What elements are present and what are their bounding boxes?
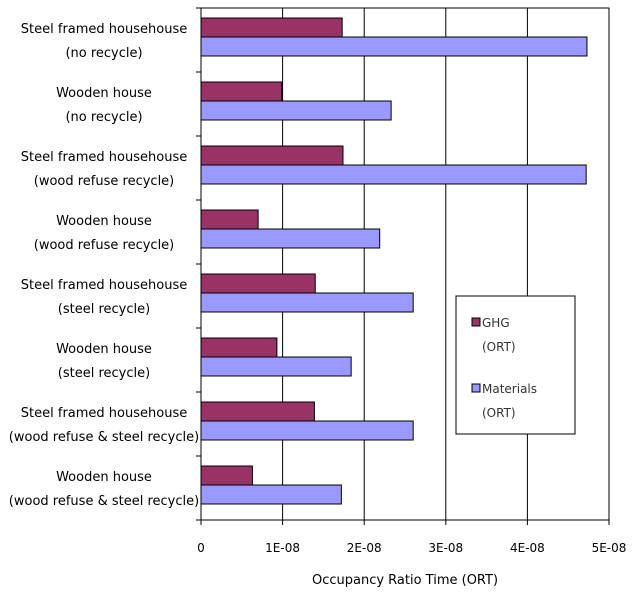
category-label: (wood refuse & steel recycle) (9, 430, 199, 445)
category-label: (steel recycle) (58, 366, 150, 381)
category-label: Wooden house (56, 214, 152, 229)
category-label: Steel framed househouse (21, 406, 187, 421)
category-label: (no recycle) (65, 46, 142, 61)
bar-ghg (200, 17, 343, 38)
legend-swatch (471, 383, 481, 393)
x-axis-ticks: 0 1E-08 2E-08 3E-08 4E-08 5E-08 (196, 7, 627, 555)
x-tick-label: 0 (197, 541, 205, 555)
x-axis-title: Occupancy Ratio Time (ORT) (312, 573, 498, 588)
bar-ghg (200, 145, 344, 166)
bar-ghg (200, 273, 316, 294)
bar-ghg (200, 209, 259, 230)
category-label: Steel framed househouse (21, 278, 187, 293)
category-labels: Steel framed househouse (no recycle) Woode… (9, 22, 199, 509)
bar-materials (200, 420, 414, 441)
bar-materials (200, 164, 587, 185)
category-label: (no recycle) (65, 110, 142, 125)
category-label: (wood refuse recycle) (34, 238, 175, 253)
legend-label: (ORT) (482, 406, 516, 420)
bar-materials (200, 356, 352, 377)
bar-materials (200, 100, 392, 121)
category-label: (wood refuse & steel recycle) (9, 494, 199, 509)
bar-ghg (200, 81, 283, 102)
category-label: (wood refuse recycle) (34, 174, 175, 189)
bar-materials (200, 228, 381, 249)
legend-label: GHG (482, 316, 510, 330)
x-tick-label: 2E-08 (347, 541, 382, 555)
bar-ghg (200, 465, 253, 486)
legend-label: (ORT) (482, 340, 516, 354)
x-tick-label: 4E-08 (510, 541, 545, 555)
x-tick-label: 3E-08 (428, 541, 463, 555)
category-label: (steel recycle) (58, 302, 150, 317)
bar-ghg (200, 337, 278, 358)
legend-swatch (471, 317, 481, 327)
category-label: Wooden house (56, 342, 152, 357)
bar-ghg (200, 401, 315, 422)
bars (200, 17, 588, 505)
bar-materials (200, 36, 588, 57)
x-tick-label: 1E-08 (265, 541, 300, 555)
category-label: Wooden house (56, 470, 152, 485)
bar-materials (200, 292, 414, 313)
legend: GHG (ORT) Materials (ORT) (455, 295, 576, 435)
bar-materials (200, 484, 342, 505)
category-label: Steel framed househouse (21, 150, 187, 165)
x-tick-label: 5E-08 (592, 541, 627, 555)
category-label: Steel framed househouse (21, 22, 187, 37)
legend-label: Materials (482, 382, 537, 396)
category-label: Wooden house (56, 86, 152, 101)
grid-lines (282, 8, 528, 520)
